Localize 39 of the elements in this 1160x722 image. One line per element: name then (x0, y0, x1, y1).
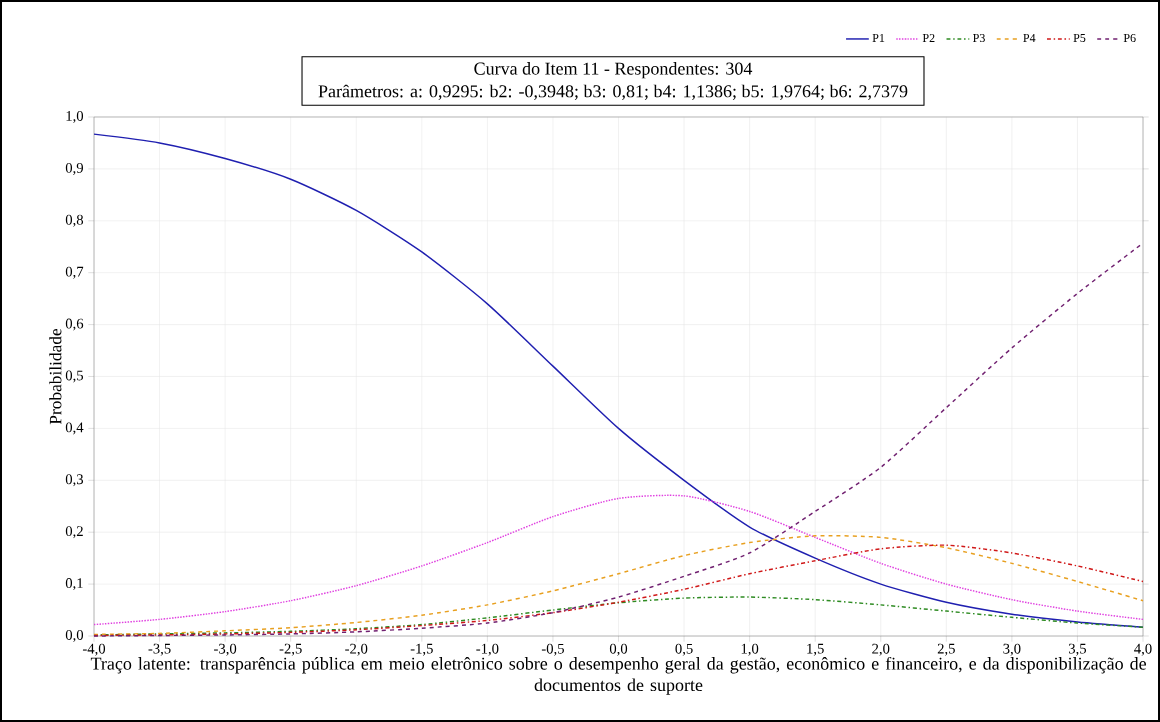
x-axis-title: Traço latente: transparência pública em meio eletrônico sobre o desempenho geral da gestão, econômico e financeiro, e da disponibilização de documentos de suporte (90, 656, 1146, 695)
y-tick-label: 1,0 (66, 111, 84, 124)
chart-subtitle: Parâmetros: a: 0,9295: b2: -0,3948; b3: 0,81; b4: 1,1386; b5: 1,9764; b6: 2,7379 (318, 84, 908, 100)
chart-title: Curva do Item 11 - Respondentes: 304 (474, 62, 753, 79)
legend-label: P3 (973, 33, 985, 43)
x-tick-label: -0,5 (541, 643, 564, 656)
x-tick-label: -2,5 (279, 643, 302, 656)
y-tick-label: 0,5 (65, 370, 84, 383)
y-tick-label: 0,2 (65, 526, 83, 539)
legend-label: P4 (1023, 34, 1036, 42)
x-tick-label: -3,0 (214, 643, 237, 656)
legend-label: P1 (872, 33, 885, 42)
x-tick-label: 2,5 (937, 643, 955, 656)
x-tick-label: 1,5 (807, 643, 824, 656)
legend-label: P6 (1123, 33, 1136, 43)
y-tick-label: 0,3 (65, 474, 84, 487)
y-tick-label: 0,7 (65, 266, 84, 279)
legend-label: P5 (1073, 34, 1086, 43)
x-tick-label: 3,0 (1003, 643, 1021, 656)
y-tick-label: 0,6 (65, 318, 84, 331)
line-series (93, 494, 1144, 626)
y-tick-label: 0,4 (65, 422, 84, 435)
x-tick-label: 1,0 (741, 643, 759, 656)
y-tick-label: 0,0 (65, 630, 84, 643)
x-tick-label: 2,0 (872, 643, 890, 656)
x-tick-label: -1,0 (476, 643, 499, 656)
x-tick-label: -4,0 (82, 643, 106, 656)
legend-label: P2 (922, 33, 935, 42)
y-tick-label: 0,8 (65, 214, 84, 227)
x-tick-label: -3,5 (148, 643, 171, 656)
x-tick-label: -2,0 (345, 643, 368, 656)
y-axis-title: Probabilidade (49, 328, 62, 425)
x-tick-label: -1,5 (410, 643, 433, 656)
x-tick-label: 0,5 (675, 643, 693, 656)
x-tick-label: 4,0 (1134, 643, 1152, 656)
x-tick-label: 0,0 (609, 643, 628, 656)
y-tick-label: 0,9 (65, 162, 83, 175)
x-tick-label: 3,5 (1068, 643, 1087, 656)
y-tick-label: 0,1 (65, 578, 83, 591)
